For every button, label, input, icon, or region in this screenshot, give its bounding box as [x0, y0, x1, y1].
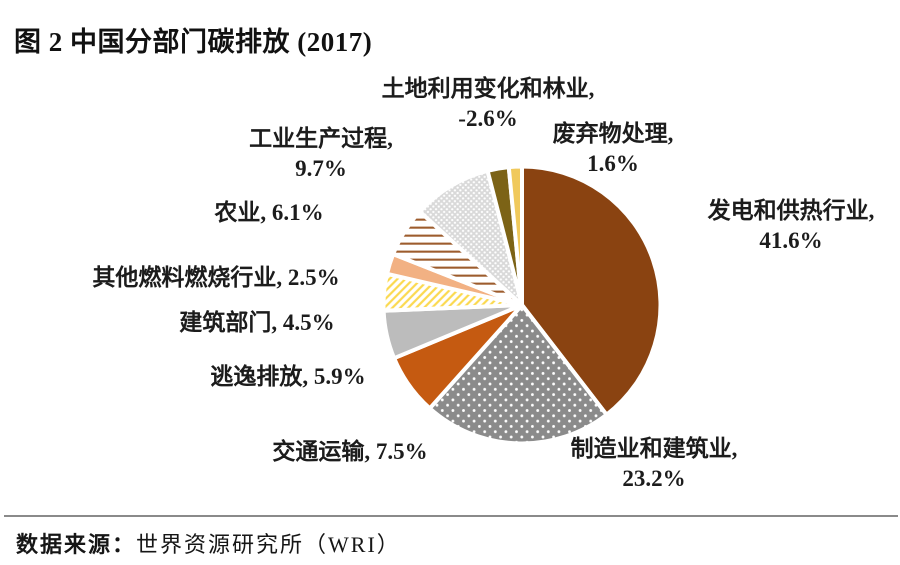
- pie-slice-1: [520, 164, 663, 417]
- slice-label-4: 逃逸排放, 5.9%: [210, 364, 366, 389]
- pie-slice-2: [427, 303, 609, 446]
- data-source-prefix: 数据来源：: [16, 532, 137, 557]
- slice-label-5: 建筑部门, 4.5%: [179, 310, 335, 335]
- chart-title: 图 2 中国分部门碳排放 (2017): [14, 27, 373, 57]
- pie-slice-10: [506, 164, 524, 307]
- slice-label-3: 交通运输, 7.5%: [272, 439, 428, 464]
- slice-label-7: 农业, 6.1%: [214, 200, 324, 225]
- slice-label-8: 工业生产过程, 9.7%: [249, 126, 393, 181]
- slice-label-1: 发电和供热行业, 41.6%: [707, 198, 875, 253]
- data-source-line: 数据来源：世界资源研究所（WRI）: [16, 527, 401, 559]
- data-source-text: 世界资源研究所（WRI）: [136, 532, 401, 557]
- slice-label-10: 废弃物处理, 1.6%: [552, 121, 674, 176]
- slice-label-9: 土地利用变化和林业, -2.6%: [381, 76, 595, 131]
- slice-label-2: 制造业和建筑业, 23.2%: [570, 436, 738, 491]
- footer-divider-line: [4, 515, 898, 517]
- slice-label-6: 其他燃料燃烧行业, 2.5%: [92, 265, 340, 290]
